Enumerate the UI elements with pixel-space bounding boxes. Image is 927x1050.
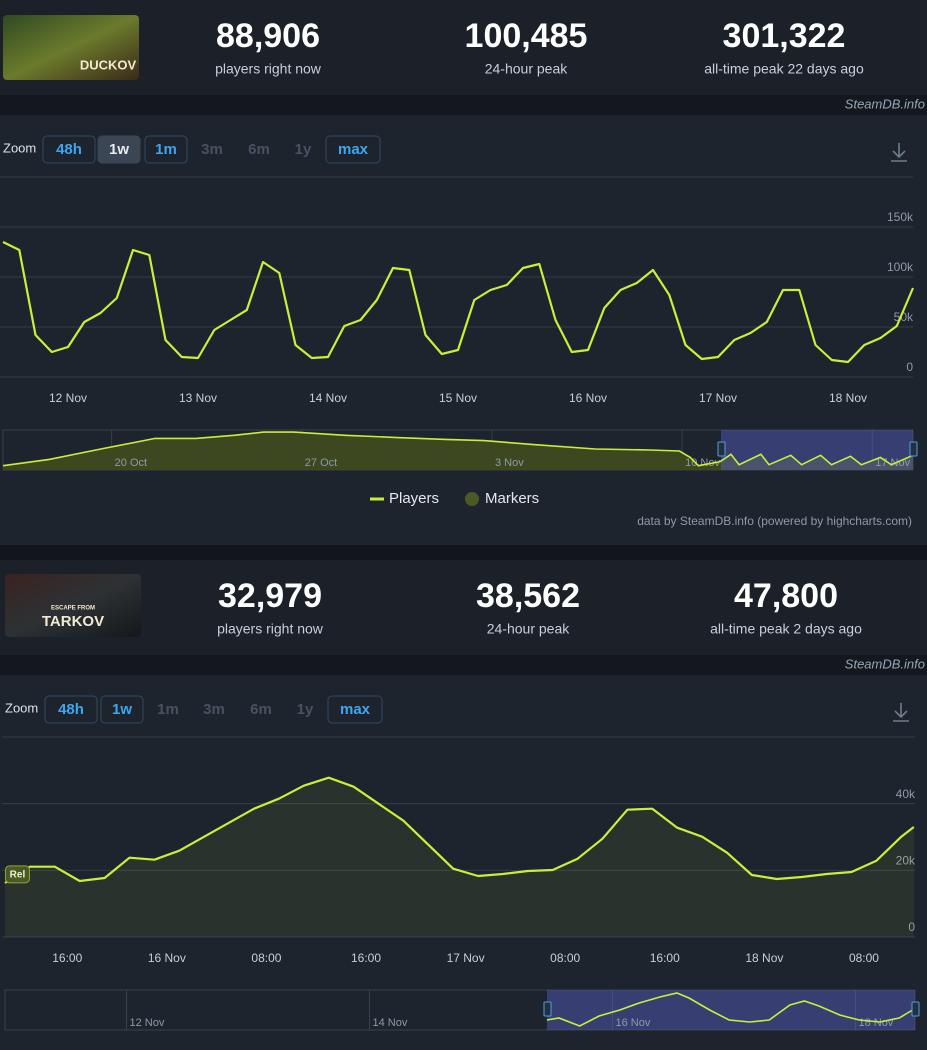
navigator-handle[interactable] [909, 441, 918, 457]
stat-label: players right now [217, 621, 324, 637]
zoom-button-label: 3m [201, 141, 223, 158]
legend-label[interactable]: Markers [485, 490, 539, 507]
zoom-button[interactable] [44, 695, 98, 724]
stat-value: 301,322 [723, 17, 846, 55]
game-thumbnail[interactable] [3, 15, 139, 80]
x-tick-label: 17 Nov [447, 951, 485, 965]
zoom-button-label[interactable]: max [338, 141, 369, 158]
zoom-button[interactable] [97, 135, 141, 164]
navigator-tick-label: 20 Oct [115, 457, 147, 469]
watermark: SteamDB.info [845, 656, 925, 671]
zoom-button-label: 1y [295, 141, 312, 158]
y-tick-label: 40k [896, 787, 916, 801]
navigator-handle[interactable] [543, 1001, 552, 1017]
zoom-label: Zoom [3, 140, 36, 155]
x-tick-label: 16:00 [650, 951, 680, 965]
navigator-tick-label: 16 Nov [615, 1017, 650, 1029]
series-line [2, 241, 915, 364]
x-tick-label: 16:00 [351, 951, 381, 965]
x-tick-label: 13 Nov [179, 391, 217, 405]
zoom-button-label: 6m [250, 701, 272, 718]
navigator-tick-label: 12 Nov [129, 1017, 164, 1029]
navigator-area [3, 432, 913, 470]
stat-label: all-time peak 2 days ago [710, 621, 862, 637]
stat-label: 24-hour peak [485, 61, 569, 77]
header-bg [0, 560, 927, 655]
download-icon[interactable] [891, 143, 907, 162]
x-tick-label: 16 Nov [569, 391, 607, 405]
navigator-handle[interactable] [911, 1001, 920, 1017]
x-tick-label: 14 Nov [309, 391, 347, 405]
navigator-tick-label: 18 Nov [858, 1017, 893, 1029]
header-bg [0, 0, 927, 95]
stat-value: 100,485 [465, 17, 588, 55]
x-tick-label: 15 Nov [439, 391, 477, 405]
stat-value: 38,562 [476, 577, 580, 615]
zoom-button-label[interactable]: 48h [58, 701, 84, 718]
annotation-label: Rel [10, 869, 26, 880]
y-tick-label: 20k [896, 854, 916, 868]
thumbnail-text: ESCAPE FROM [51, 606, 95, 612]
navigator-selection[interactable] [721, 430, 913, 470]
y-tick-label: 0 [906, 360, 913, 374]
y-tick-label: 150k [887, 210, 914, 224]
y-tick-label: 100k [887, 260, 914, 274]
credit-strip [0, 655, 927, 675]
stat-label: all-time peak 22 days ago [704, 61, 864, 77]
zoom-button-label[interactable]: max [340, 701, 371, 718]
credits[interactable]: data by SteamDB.info (powered by highcha… [637, 514, 912, 528]
x-tick-label: 08:00 [550, 951, 580, 965]
navigator-handle[interactable] [717, 441, 726, 457]
zoom-button-label: 3m [203, 701, 225, 718]
legend-marker[interactable] [465, 492, 479, 506]
stat-label: 24-hour peak [487, 621, 571, 637]
stat-value: 47,800 [734, 577, 838, 615]
zoom-button-label: 1y [297, 701, 314, 718]
zoom-button[interactable] [100, 695, 144, 724]
x-tick-label: 12 Nov [49, 391, 87, 405]
x-tick-label: 08:00 [849, 951, 879, 965]
stat-value: 32,979 [218, 577, 322, 615]
zoom-button[interactable] [327, 695, 383, 724]
area-fill [5, 777, 914, 937]
navigator-selection[interactable] [547, 990, 915, 1030]
zoom-button-label[interactable]: 1w [112, 701, 132, 718]
game-thumbnail[interactable] [5, 574, 141, 637]
navigator-tick-label: 10 Nov [685, 457, 720, 469]
legend-label[interactable]: Players [389, 490, 439, 507]
navigator-line [2, 431, 914, 467]
zoom-button-label: 1m [157, 701, 179, 718]
navigator-tick-label: 14 Nov [372, 1017, 407, 1029]
zoom-label: Zoom [5, 700, 38, 715]
navigator-tick-label: 3 Nov [495, 457, 524, 469]
thumbnail-text: DUCKOV [80, 57, 137, 72]
navigator-tick-label: 27 Oct [305, 457, 337, 469]
stat-value: 88,906 [216, 17, 320, 55]
x-tick-label: 17 Nov [699, 391, 737, 405]
series-line [4, 776, 915, 884]
credit-strip [0, 95, 927, 115]
zoom-button-label[interactable]: 1w [109, 141, 129, 158]
zoom-button[interactable] [42, 135, 96, 164]
zoom-button-label[interactable]: 48h [56, 141, 82, 158]
x-tick-label: 08:00 [251, 951, 281, 965]
download-icon[interactable] [893, 703, 909, 722]
x-tick-label: 16:00 [52, 951, 82, 965]
zoom-button-label[interactable]: 1m [155, 141, 177, 158]
watermark: SteamDB.info [845, 96, 925, 111]
zoom-button-label: 6m [248, 141, 270, 158]
x-tick-label: 18 Nov [745, 951, 783, 965]
stat-label: players right now [215, 61, 322, 77]
x-tick-label: 18 Nov [829, 391, 867, 405]
y-tick-label: 0 [908, 920, 915, 934]
zoom-button[interactable] [144, 135, 188, 164]
zoom-button[interactable] [325, 135, 381, 164]
x-tick-label: 16 Nov [148, 951, 186, 965]
navigator-line [546, 992, 914, 1027]
annotation-flag[interactable] [4, 865, 30, 884]
thumbnail-text: TARKOV [42, 613, 104, 630]
